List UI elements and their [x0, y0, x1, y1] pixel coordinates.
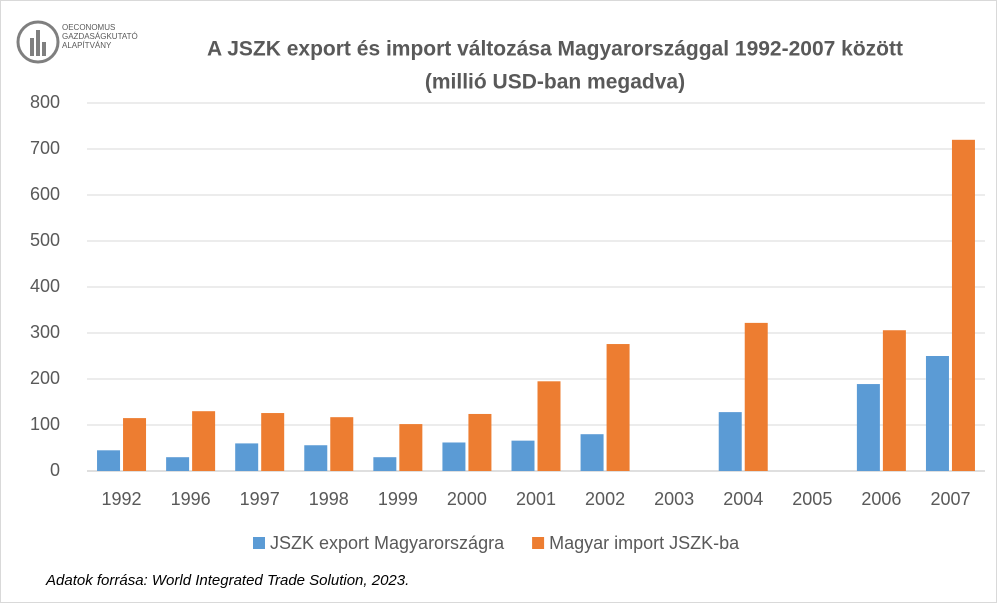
bar — [468, 413, 492, 471]
bar — [537, 381, 561, 471]
x-tick-label: 2000 — [447, 489, 487, 509]
chart-subtitle: (millió USD-ban megadva) — [425, 71, 685, 94]
legend-swatch — [532, 537, 545, 549]
bar — [718, 412, 742, 471]
legend-label: JSZK export Magyarországra — [270, 533, 505, 553]
y-tick-label: 400 — [30, 276, 60, 296]
x-tick-label: 2007 — [930, 489, 970, 509]
y-tick-label: 500 — [30, 230, 60, 250]
bar — [97, 450, 121, 471]
legend-swatch — [253, 537, 265, 549]
x-tick-label: 1992 — [102, 489, 142, 509]
x-tick-label: 2006 — [861, 489, 901, 509]
y-tick-label: 300 — [30, 322, 60, 342]
x-tick-label: 2002 — [585, 489, 625, 509]
bar — [925, 356, 949, 471]
y-tick-label: 0 — [50, 460, 60, 480]
y-tick-label: 700 — [30, 138, 60, 158]
bar — [399, 424, 423, 471]
bar — [373, 457, 397, 471]
bar — [580, 434, 604, 471]
bar — [744, 322, 768, 471]
x-tick-label: 2004 — [723, 489, 763, 509]
y-tick-label: 100 — [30, 414, 60, 434]
bar — [951, 139, 975, 472]
logo-text: ALAPÍTVÁNY — [62, 41, 112, 50]
bar — [166, 457, 190, 471]
x-tick-label: 2003 — [654, 489, 694, 509]
bar — [856, 384, 880, 471]
logo-bar — [36, 30, 40, 56]
y-tick-label: 800 — [30, 92, 60, 112]
logo-bar — [42, 42, 46, 56]
bar — [123, 418, 147, 471]
logo-text: OECONOMUS — [62, 23, 115, 32]
x-tick-label: 1998 — [309, 489, 349, 509]
bar — [192, 411, 216, 471]
x-tick-label: 1996 — [171, 489, 211, 509]
bar — [304, 445, 328, 471]
bar — [606, 344, 630, 471]
x-tick-label: 1999 — [378, 489, 418, 509]
source-note: Adatok forrása: World Integrated Trade S… — [45, 572, 409, 589]
x-tick-label: 1997 — [240, 489, 280, 509]
bar — [330, 417, 354, 471]
legend-label: Magyar import JSZK-ba — [549, 533, 740, 553]
bar — [511, 440, 535, 471]
bar — [235, 443, 259, 471]
logo: OECONOMUS GAZDASÁGKUTATÓ ALAPÍTVÁNY — [16, 20, 138, 64]
x-tick-label: 2005 — [792, 489, 832, 509]
y-tick-label: 600 — [30, 184, 60, 204]
chart-title: A JSZK export és import változása Magyar… — [207, 38, 903, 61]
x-tick-label: 2001 — [516, 489, 556, 509]
y-tick-label: 200 — [30, 368, 60, 388]
bar — [882, 330, 906, 471]
logo-bar — [30, 38, 34, 56]
logo-text: GAZDASÁGKUTATÓ — [62, 32, 138, 41]
bar — [261, 413, 285, 471]
bar — [442, 442, 466, 471]
